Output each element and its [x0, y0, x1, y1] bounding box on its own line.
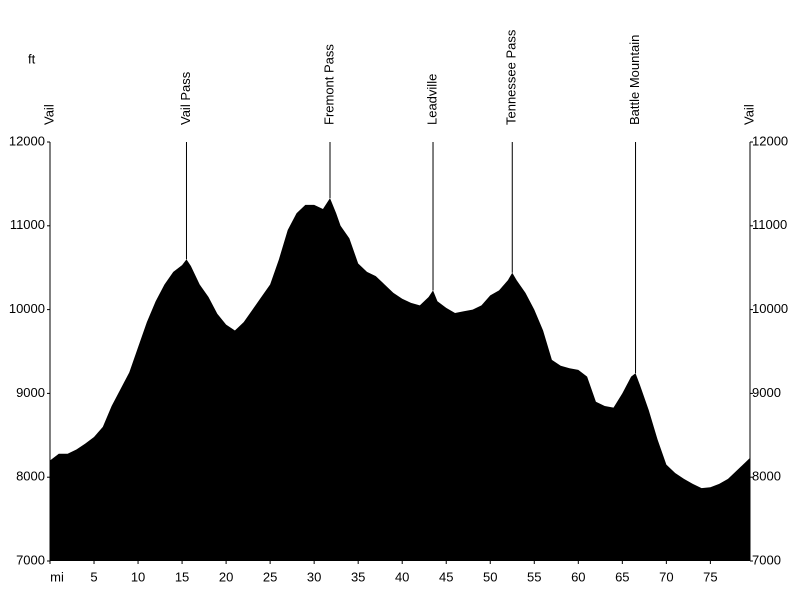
y-tick-label-right: 9000 [752, 385, 781, 400]
x-tick-label: 35 [351, 569, 365, 584]
y-tick-label-left: 12000 [9, 133, 45, 148]
x-tick-label: mi [50, 569, 64, 584]
y-tick-label-right: 7000 [752, 552, 781, 567]
x-tick-label: 65 [615, 569, 629, 584]
y-tick-label-right: 12000 [752, 133, 788, 148]
y-tick-label-left: 10000 [9, 301, 45, 316]
waypoint-label: Leadville [424, 74, 439, 125]
x-tick-label: 20 [219, 569, 233, 584]
x-tick-label: 25 [263, 569, 277, 584]
waypoint-label: Vail Pass [178, 71, 193, 125]
x-tick-label: 60 [571, 569, 585, 584]
x-tick-label: 70 [659, 569, 673, 584]
x-tick-label: 40 [395, 569, 409, 584]
waypoint-label: Tennessee Pass [504, 29, 519, 125]
x-tick-label: 30 [307, 569, 321, 584]
y-unit: ft [28, 51, 36, 66]
y-tick-label-right: 11000 [752, 217, 787, 232]
waypoint-label: Fremont Pass [321, 44, 336, 125]
waypoint-label: Battle Mountain [627, 35, 642, 125]
y-tick-label-left: 7000 [16, 552, 45, 567]
elevation-area [50, 198, 750, 561]
y-tick-label-right: 8000 [752, 469, 781, 484]
x-tick-label: 10 [131, 569, 145, 584]
y-tick-label-left: 8000 [16, 469, 45, 484]
waypoint-label: Vail [741, 104, 756, 125]
x-tick-label: 5 [90, 569, 97, 584]
x-tick-label: 45 [439, 569, 453, 584]
x-tick-label: 55 [527, 569, 541, 584]
waypoint-label: Vail [41, 104, 56, 125]
x-tick-label: 15 [175, 569, 189, 584]
y-tick-label-left: 9000 [16, 385, 45, 400]
y-tick-label-left: 11000 [10, 217, 45, 232]
x-tick-label: 50 [483, 569, 497, 584]
y-tick-label-right: 10000 [752, 301, 788, 316]
x-tick-label: 75 [703, 569, 717, 584]
